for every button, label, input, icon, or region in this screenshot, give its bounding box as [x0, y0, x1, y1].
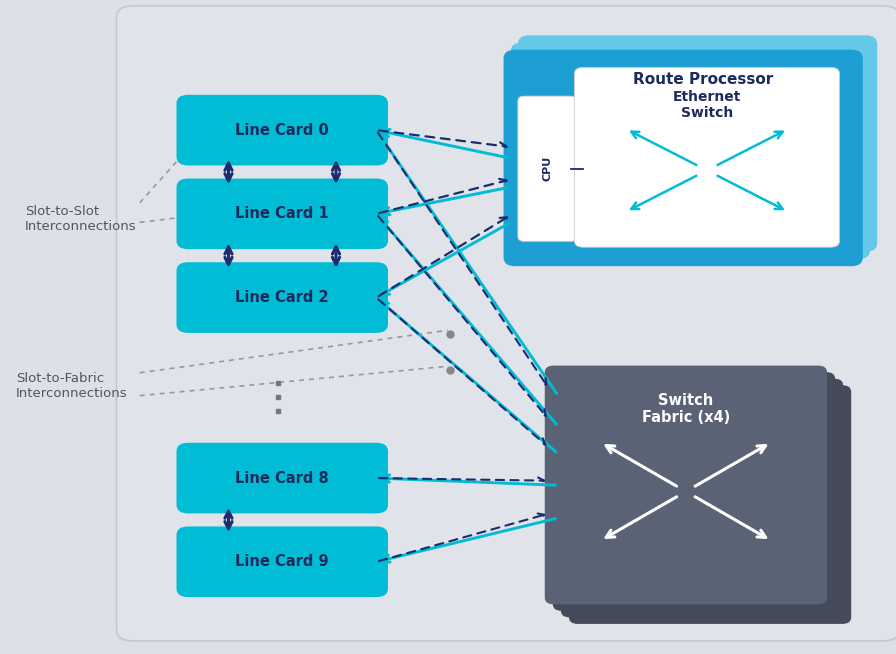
FancyBboxPatch shape	[177, 526, 388, 597]
Text: Ethernet
Switch: Ethernet Switch	[673, 90, 741, 120]
FancyBboxPatch shape	[504, 50, 863, 266]
FancyBboxPatch shape	[177, 443, 388, 513]
FancyBboxPatch shape	[177, 95, 388, 165]
Text: Line Card 9: Line Card 9	[236, 555, 329, 569]
FancyBboxPatch shape	[574, 67, 840, 247]
Text: Line Card 8: Line Card 8	[236, 471, 329, 485]
Text: Line Card 2: Line Card 2	[236, 290, 329, 305]
Text: Slot-to-Fabric
Interconnections: Slot-to-Fabric Interconnections	[16, 372, 128, 400]
Text: CPU: CPU	[542, 156, 553, 181]
Text: Route Processor: Route Processor	[633, 73, 773, 87]
FancyBboxPatch shape	[569, 385, 851, 624]
FancyBboxPatch shape	[177, 262, 388, 333]
FancyBboxPatch shape	[561, 379, 843, 617]
FancyBboxPatch shape	[518, 35, 877, 252]
Text: Line Card 1: Line Card 1	[236, 207, 329, 221]
FancyBboxPatch shape	[177, 179, 388, 249]
FancyBboxPatch shape	[553, 372, 835, 611]
Text: Switch
Fabric (x4): Switch Fabric (x4)	[642, 392, 730, 425]
Text: Slot-to-Slot
Interconnections: Slot-to-Slot Interconnections	[25, 205, 137, 233]
FancyBboxPatch shape	[518, 96, 577, 241]
FancyBboxPatch shape	[116, 6, 896, 641]
FancyBboxPatch shape	[545, 366, 827, 604]
Text: Line Card 0: Line Card 0	[236, 123, 329, 137]
FancyBboxPatch shape	[511, 43, 870, 259]
